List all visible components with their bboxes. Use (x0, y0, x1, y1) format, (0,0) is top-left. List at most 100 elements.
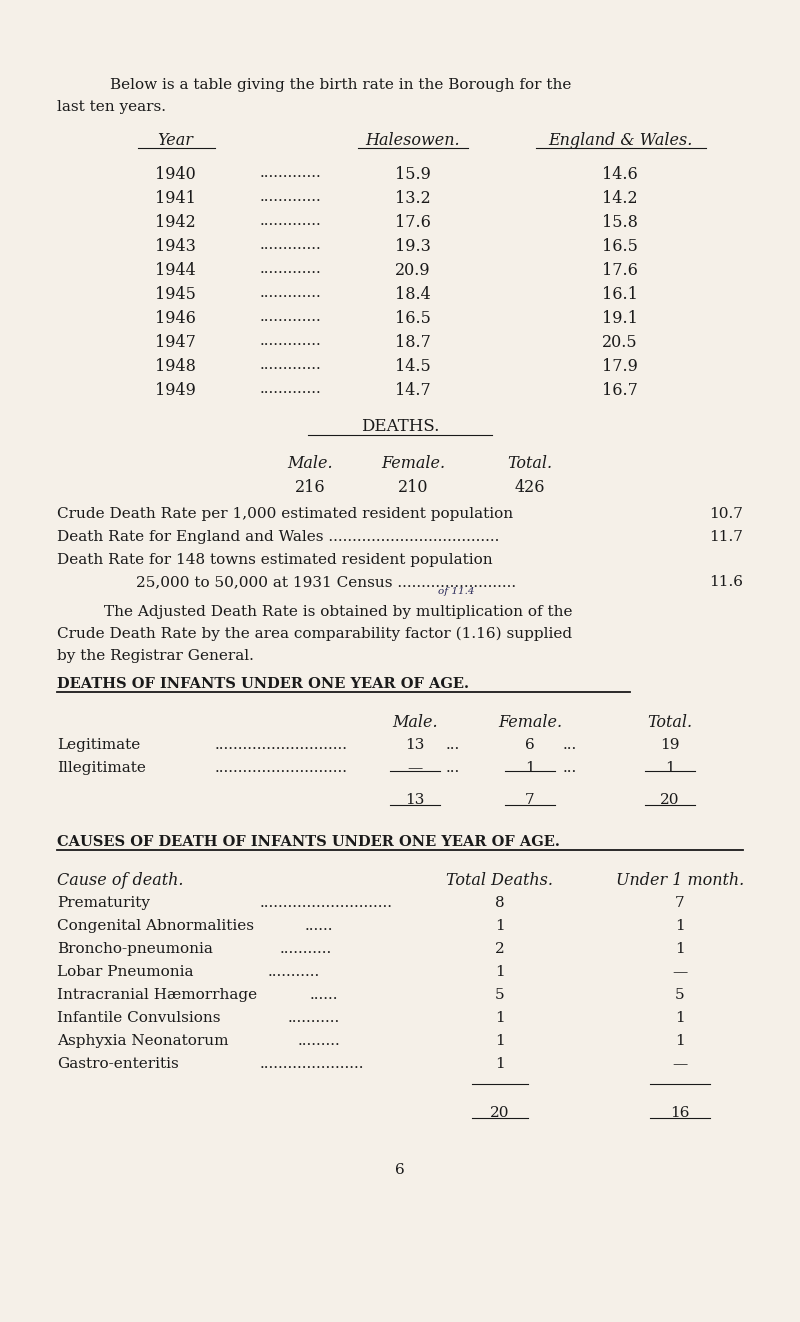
Text: Broncho-pneumonia: Broncho-pneumonia (57, 943, 213, 956)
Text: .........: ......... (298, 1034, 341, 1048)
Text: 1: 1 (675, 919, 685, 933)
Text: 13: 13 (406, 793, 425, 806)
Text: Male.: Male. (287, 455, 333, 472)
Text: 1: 1 (495, 919, 505, 933)
Text: 1: 1 (495, 965, 505, 980)
Text: Lobar Pneumonia: Lobar Pneumonia (57, 965, 194, 980)
Text: 20.5: 20.5 (602, 334, 638, 352)
Text: 1942: 1942 (154, 214, 195, 231)
Text: 216: 216 (294, 479, 326, 496)
Text: 1947: 1947 (154, 334, 195, 352)
Text: 426: 426 (514, 479, 546, 496)
Text: 19.1: 19.1 (602, 309, 638, 327)
Text: 19.3: 19.3 (395, 238, 431, 255)
Text: ...........: ........... (288, 1011, 340, 1025)
Text: .............: ............. (260, 190, 322, 204)
Text: .............: ............. (260, 334, 322, 348)
Text: 210: 210 (398, 479, 428, 496)
Text: 1: 1 (495, 1058, 505, 1071)
Text: 6: 6 (395, 1163, 405, 1177)
Text: 5: 5 (675, 988, 685, 1002)
Text: 17.6: 17.6 (602, 262, 638, 279)
Text: 17.6: 17.6 (395, 214, 431, 231)
Text: ......: ...... (310, 988, 338, 1002)
Text: Death Rate for England and Wales ....................................: Death Rate for England and Wales .......… (57, 530, 499, 543)
Text: Intracranial Hæmorrhage: Intracranial Hæmorrhage (57, 988, 257, 1002)
Text: 1943: 1943 (154, 238, 195, 255)
Text: 14.6: 14.6 (602, 167, 638, 182)
Text: —: — (672, 1058, 688, 1071)
Text: 1: 1 (675, 943, 685, 956)
Text: 20: 20 (490, 1107, 510, 1120)
Text: Halesowen.: Halesowen. (366, 132, 460, 149)
Text: ............................: ............................ (215, 738, 348, 752)
Text: —: — (407, 761, 422, 775)
Text: ...: ... (563, 761, 577, 775)
Text: 1: 1 (675, 1034, 685, 1048)
Text: ......: ...... (305, 919, 334, 933)
Text: 14.5: 14.5 (395, 358, 431, 375)
Text: 8: 8 (495, 896, 505, 910)
Text: .............: ............. (260, 309, 322, 324)
Text: DEATHS.: DEATHS. (361, 418, 439, 435)
Text: ...........: ........... (280, 943, 332, 956)
Text: Year: Year (157, 132, 193, 149)
Text: of 11.4: of 11.4 (438, 587, 474, 596)
Text: Infantile Convulsions: Infantile Convulsions (57, 1011, 221, 1025)
Text: .............: ............. (260, 262, 322, 276)
Text: .............: ............. (260, 382, 322, 397)
Text: .............: ............. (260, 358, 322, 371)
Text: Crude Death Rate per 1,000 estimated resident population: Crude Death Rate per 1,000 estimated res… (57, 508, 513, 521)
Text: 20.9: 20.9 (395, 262, 431, 279)
Text: 1: 1 (665, 761, 675, 775)
Text: Legitimate: Legitimate (57, 738, 140, 752)
Text: 25,000 to 50,000 at 1931 Census .........................: 25,000 to 50,000 at 1931 Census ........… (136, 575, 516, 590)
Text: ............................: ............................ (215, 761, 348, 775)
Text: ...: ... (446, 761, 460, 775)
Text: 10.7: 10.7 (709, 508, 743, 521)
Text: 1: 1 (525, 761, 535, 775)
Text: last ten years.: last ten years. (57, 100, 166, 114)
Text: .............: ............. (260, 214, 322, 227)
Text: 1940: 1940 (154, 167, 195, 182)
Text: .............: ............. (260, 167, 322, 180)
Text: 1945: 1945 (154, 286, 195, 303)
Text: .............: ............. (260, 286, 322, 300)
Text: 18.4: 18.4 (395, 286, 431, 303)
Text: Crude Death Rate by the area comparability factor (1.16) supplied: Crude Death Rate by the area comparabili… (57, 627, 572, 641)
Text: 1: 1 (495, 1011, 505, 1025)
Text: .............: ............. (260, 238, 322, 253)
Text: 11.6: 11.6 (709, 575, 743, 590)
Text: 14.7: 14.7 (395, 382, 431, 399)
Text: 16.5: 16.5 (602, 238, 638, 255)
Text: Below is a table giving the birth rate in the Borough for the: Below is a table giving the birth rate i… (110, 78, 571, 93)
Text: ...........: ........... (268, 965, 320, 980)
Text: Illegitimate: Illegitimate (57, 761, 146, 775)
Text: Prematurity: Prematurity (57, 896, 150, 910)
Text: 7: 7 (675, 896, 685, 910)
Text: 16.7: 16.7 (602, 382, 638, 399)
Text: 1949: 1949 (154, 382, 195, 399)
Text: —: — (672, 965, 688, 980)
Text: 16: 16 (670, 1107, 690, 1120)
Text: 6: 6 (525, 738, 535, 752)
Text: 16.5: 16.5 (395, 309, 431, 327)
Text: 17.9: 17.9 (602, 358, 638, 375)
Text: 7: 7 (525, 793, 535, 806)
Text: 19: 19 (660, 738, 680, 752)
Text: 1944: 1944 (154, 262, 195, 279)
Text: 15.9: 15.9 (395, 167, 431, 182)
Text: 5: 5 (495, 988, 505, 1002)
Text: 1946: 1946 (154, 309, 195, 327)
Text: Cause of death.: Cause of death. (57, 873, 183, 888)
Text: Congenital Abnormalities: Congenital Abnormalities (57, 919, 254, 933)
Text: 2: 2 (495, 943, 505, 956)
Text: Female.: Female. (498, 714, 562, 731)
Text: 14.2: 14.2 (602, 190, 638, 208)
Text: Male.: Male. (392, 714, 438, 731)
Text: 11.7: 11.7 (709, 530, 743, 543)
Text: 1: 1 (675, 1011, 685, 1025)
Text: DEATHS OF INFANTS UNDER ONE YEAR OF AGE.: DEATHS OF INFANTS UNDER ONE YEAR OF AGE. (57, 677, 469, 691)
Text: ......................: ...................... (260, 1058, 365, 1071)
Text: 13: 13 (406, 738, 425, 752)
